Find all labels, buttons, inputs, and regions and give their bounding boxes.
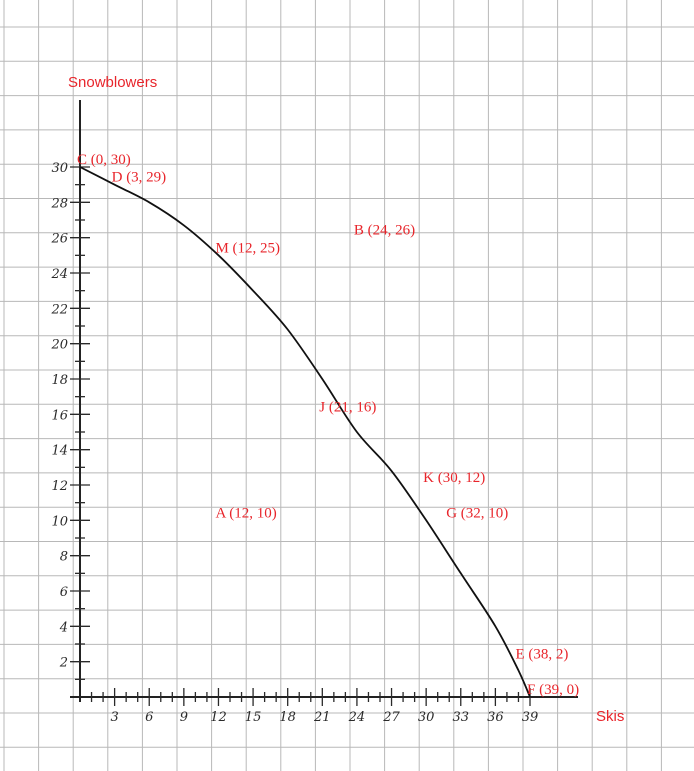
point-label: A (12, 10) (215, 505, 276, 521)
tick-marks (70, 166, 531, 706)
y-tick-label: 6 (60, 585, 68, 600)
x-tick-label: 33 (452, 710, 469, 725)
x-tick-label: 21 (313, 710, 331, 725)
x-tick-label: 27 (382, 710, 400, 725)
y-tick-label: 18 (51, 373, 68, 388)
point-label: B (24, 26) (354, 223, 415, 239)
y-tick-label: 20 (50, 338, 68, 353)
y-tick-label: 16 (51, 408, 68, 423)
x-tick-label: 39 (522, 710, 539, 725)
y-tick-label: 24 (50, 267, 68, 282)
y-tick-label: 30 (51, 161, 68, 176)
y-tick-label: 28 (50, 196, 68, 211)
y-tick-label: 4 (59, 620, 68, 635)
x-tick-label: 9 (180, 710, 188, 725)
point-label: E (38, 2) (515, 647, 568, 663)
point-label: K (30, 12) (423, 470, 485, 486)
x-tick-label: 6 (145, 710, 153, 725)
x-tick-label: 15 (245, 710, 262, 725)
x-tick-label: 24 (348, 710, 366, 725)
ppf-curve (79, 166, 531, 698)
point-label: J (21, 16) (319, 399, 376, 415)
x-tick-label: 30 (418, 710, 435, 725)
y-tick-label: 22 (50, 302, 68, 317)
point-label: D (3, 29) (112, 170, 167, 186)
point-label: F (39, 0) (527, 682, 579, 698)
x-tick-label: 12 (210, 710, 227, 725)
point-label: G (32, 10) (446, 505, 508, 521)
y-tick-label: 10 (51, 514, 68, 529)
point-label: M (12, 25) (215, 240, 280, 256)
y-tick-label: 26 (50, 232, 68, 247)
y-tick-label: 12 (51, 479, 68, 494)
y-tick-label: 2 (59, 656, 68, 671)
y-axis-title: Snowblowers (68, 74, 157, 91)
y-tick-label: 14 (51, 444, 68, 459)
y-tick-label: 8 (60, 550, 68, 565)
tick-labels: 3 6 9 12 15 18 21 24 27 30 33 36 3924681012141618202… (50, 161, 538, 725)
x-tick-label: 36 (487, 710, 504, 725)
point-labels: C (0, 30) D (3, 29) M (12, 25) B (24, 26) J … (77, 152, 579, 698)
x-axis-title: Skis (596, 708, 624, 725)
axes (70, 100, 578, 702)
x-tick-label: 3 (110, 710, 118, 725)
point-label: C (0, 30) (77, 152, 131, 168)
x-tick-label: 18 (279, 710, 296, 725)
